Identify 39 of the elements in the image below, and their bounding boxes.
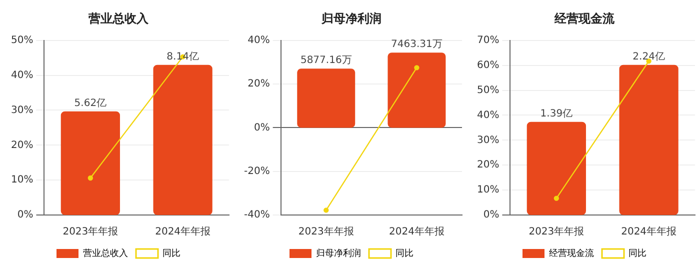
y-tick-label: 50% xyxy=(10,34,34,46)
y-tick-label: 10% xyxy=(10,174,34,186)
x-tick-label: 2024年年报 xyxy=(155,226,211,238)
chart-title: 营业总收入 xyxy=(88,11,150,26)
y-tick-label: 40% xyxy=(248,34,270,46)
y-tick-label: 70% xyxy=(476,34,500,46)
y-tick-label: -40% xyxy=(244,210,270,221)
legend-label: 营业总收入 xyxy=(83,248,128,259)
y-tick-label: 40% xyxy=(476,110,500,121)
y-tick-label: 0% xyxy=(483,210,500,221)
data-label: 2.24亿 xyxy=(632,51,665,62)
y-tick-label: 50% xyxy=(476,84,500,96)
legend-label: 同比 xyxy=(628,248,646,259)
data-label: 5877.16万 xyxy=(300,55,352,66)
legend-label: 归母净利润 xyxy=(316,248,361,259)
data-label: 5.62亿 xyxy=(74,98,107,109)
y-tick-label: 0% xyxy=(17,210,34,221)
data-label: 1.39亿 xyxy=(540,108,573,120)
x-tick-label: 2024年年报 xyxy=(388,226,444,238)
y-tick-label: 40% xyxy=(10,70,34,81)
y-tick-label: 20% xyxy=(10,140,34,151)
y-tick-label: 10% xyxy=(476,184,500,196)
legend-label: 同比 xyxy=(162,248,180,259)
y-tick-label: 20% xyxy=(476,160,500,171)
x-tick-label: 2024年年报 xyxy=(621,226,677,238)
legend-label: 同比 xyxy=(396,248,414,259)
y-tick-label: 0% xyxy=(254,122,270,134)
chart-title: 经营现金流 xyxy=(554,11,616,26)
y-tick-label: 60% xyxy=(476,60,500,71)
data-label: 7463.31万 xyxy=(391,39,442,50)
chart-title: 归母净利润 xyxy=(320,11,382,26)
legend-label: 经营现金流 xyxy=(549,248,594,259)
y-tick-label: -20% xyxy=(244,166,270,177)
y-tick-label: 30% xyxy=(476,134,500,146)
y-tick-label: 20% xyxy=(248,78,270,90)
x-tick-label: 2023年年报 xyxy=(62,226,118,238)
x-tick-label: 2023年年报 xyxy=(528,226,584,238)
y-tick-label: 30% xyxy=(10,104,34,116)
x-tick-label: 2023年年报 xyxy=(298,226,354,238)
